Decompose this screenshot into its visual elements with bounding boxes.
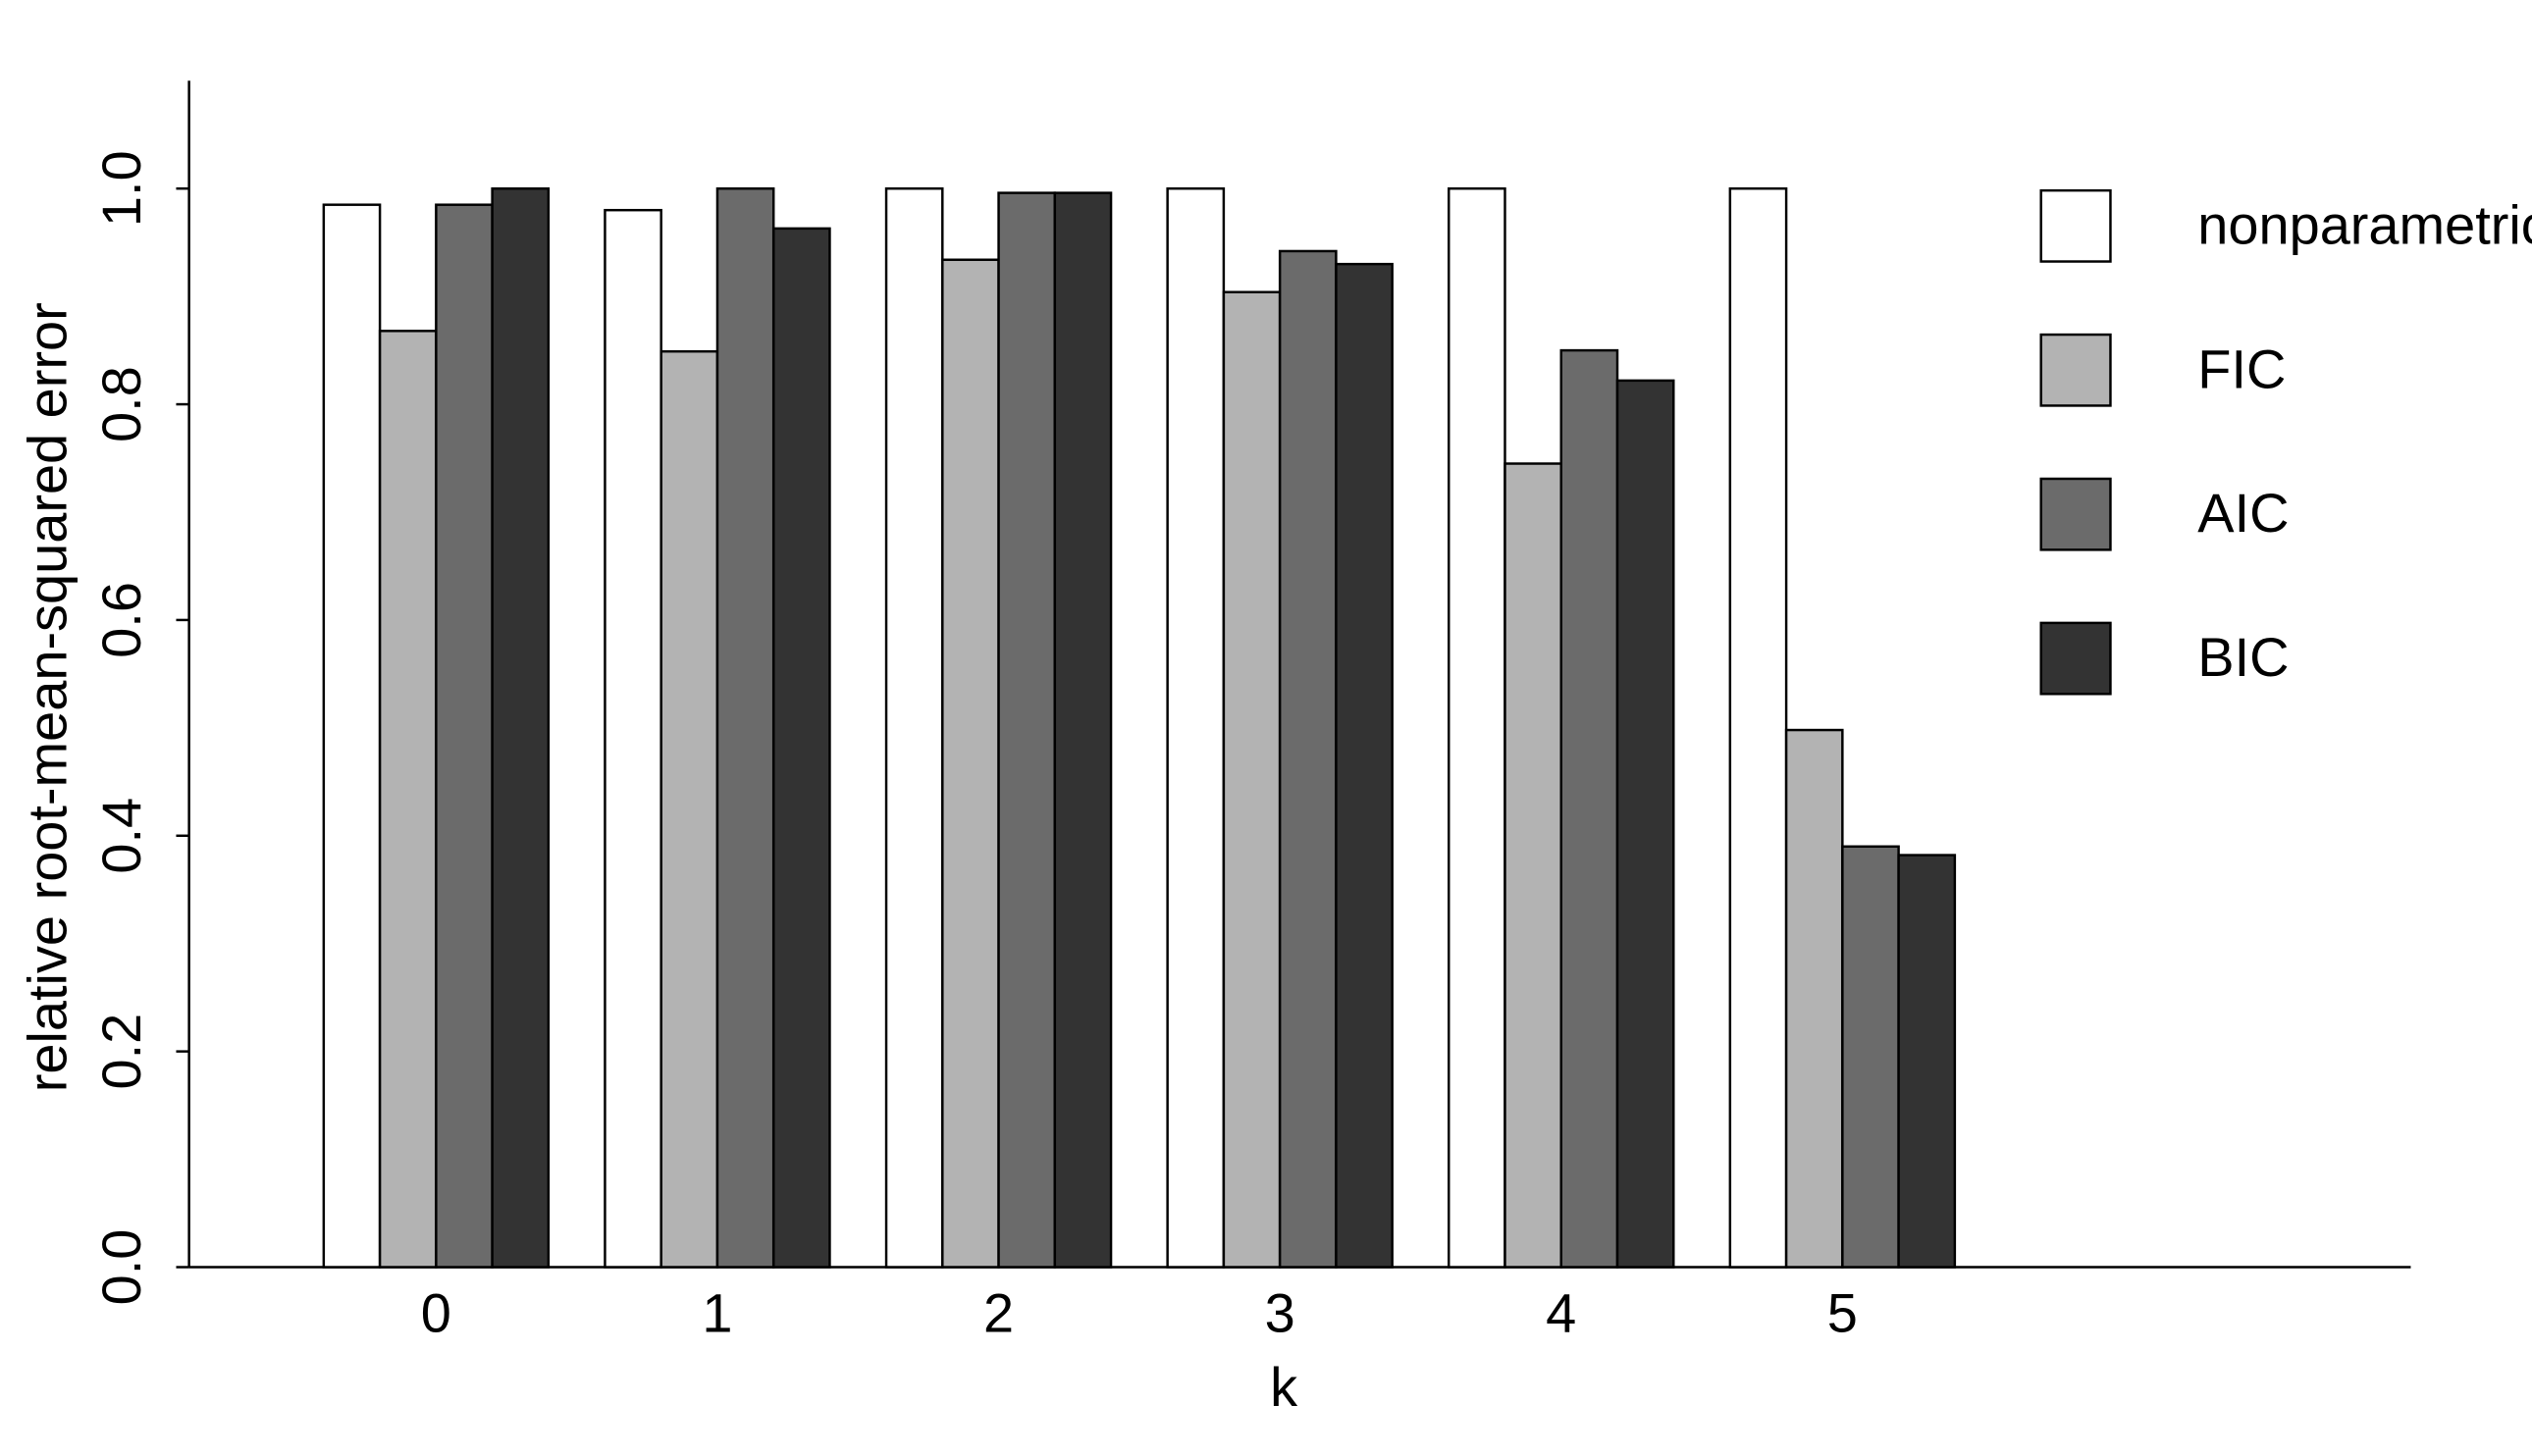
bar bbox=[997, 191, 1057, 1269]
legend-label: AIC bbox=[2197, 482, 2289, 544]
y-tick-label: 1.0 bbox=[90, 150, 152, 227]
bar bbox=[1053, 191, 1113, 1269]
y-tick-label: 0.4 bbox=[90, 798, 152, 874]
x-tick-label: 4 bbox=[1546, 1281, 1576, 1343]
legend-label: BIC bbox=[2197, 626, 2289, 688]
y-axis-label: relative root-mean-squared error bbox=[17, 302, 79, 1092]
y-tick-label: 0.6 bbox=[90, 582, 152, 658]
bar bbox=[1559, 348, 1619, 1269]
bar bbox=[1222, 290, 1282, 1269]
x-tick-label: 3 bbox=[1265, 1281, 1295, 1343]
legend-swatch bbox=[2039, 621, 2112, 696]
y-tick-label: 0.8 bbox=[90, 366, 152, 442]
bar bbox=[435, 203, 494, 1269]
bar bbox=[884, 186, 944, 1269]
legend-label: nonparametric bbox=[2197, 193, 2532, 255]
bar bbox=[378, 330, 438, 1269]
bar bbox=[771, 227, 831, 1269]
x-tick-label: 5 bbox=[1827, 1281, 1858, 1343]
legend-swatch bbox=[2039, 333, 2112, 407]
x-axis-label: k bbox=[1270, 1356, 1298, 1418]
bar bbox=[1503, 462, 1562, 1269]
legend-swatch bbox=[2039, 477, 2112, 551]
bar bbox=[1841, 845, 1900, 1269]
x-tick-label: 0 bbox=[421, 1281, 451, 1343]
x-tick-label: 2 bbox=[983, 1281, 1014, 1343]
bar bbox=[1615, 379, 1675, 1269]
bar bbox=[1897, 854, 1957, 1269]
bar bbox=[1728, 186, 1788, 1269]
bar bbox=[322, 203, 382, 1269]
bar bbox=[491, 186, 551, 1269]
bar bbox=[941, 258, 1000, 1269]
legend-swatch bbox=[2039, 188, 2112, 263]
bar bbox=[659, 349, 719, 1269]
y-tick-label: 0.2 bbox=[90, 1014, 152, 1090]
bar bbox=[1784, 728, 1844, 1269]
y-tick-label: 0.0 bbox=[90, 1229, 152, 1306]
bar bbox=[1278, 249, 1338, 1269]
bar bbox=[1448, 186, 1506, 1269]
bar bbox=[1166, 186, 1226, 1269]
legend-label: FIC bbox=[2197, 338, 2286, 399]
bar bbox=[604, 208, 662, 1269]
x-tick-label: 1 bbox=[702, 1281, 732, 1343]
bar bbox=[715, 186, 775, 1269]
bar bbox=[1335, 262, 1394, 1269]
